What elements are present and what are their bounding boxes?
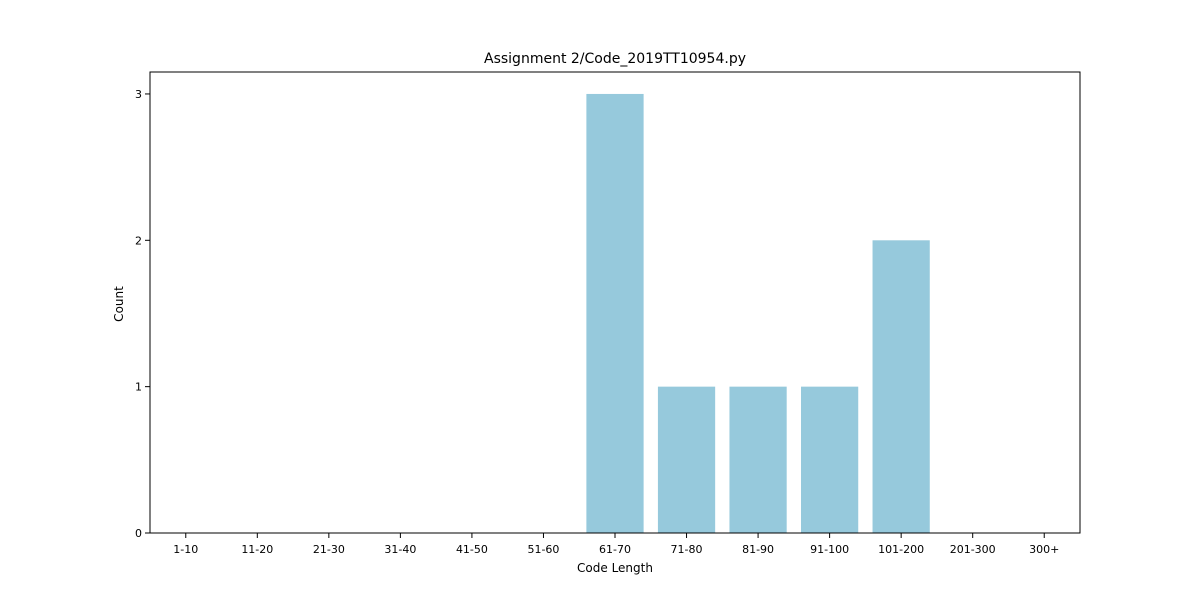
x-tick-label: 51-60 <box>527 543 559 556</box>
y-tick-label: 0 <box>135 527 142 540</box>
x-tick-label: 41-50 <box>456 543 488 556</box>
bar-91-100 <box>801 386 859 533</box>
x-axis-label: Code Length <box>577 561 653 575</box>
x-tick-label: 71-80 <box>671 543 703 556</box>
x-tick-label: 300+ <box>1029 543 1059 556</box>
x-tick-label: 31-40 <box>384 543 416 556</box>
bar-81-90 <box>729 386 787 533</box>
bar-71-80 <box>657 386 716 533</box>
x-tick-label: 91-100 <box>810 543 849 556</box>
chart-title: Assignment 2/Code_2019TT10954.py <box>484 51 746 67</box>
x-tick-label: 1-10 <box>173 543 198 556</box>
y-tick-label: 1 <box>135 381 142 394</box>
y-tick-label: 3 <box>135 88 142 101</box>
axis-layer: 0 1 2 3 1-10 11-20 21-30 31-40 41-50 51-60 61-70 71… <box>135 71 1081 556</box>
y-axis-label: Count <box>112 286 126 322</box>
x-tick-label: 101-200 <box>878 543 924 556</box>
x-tick-label: 11-20 <box>241 543 273 556</box>
x-tick-label: 201-300 <box>950 543 996 556</box>
x-tick-label: 81-90 <box>742 543 774 556</box>
bars-layer <box>586 93 930 534</box>
bar-61-70 <box>586 93 644 533</box>
x-tick-label: 61-70 <box>599 543 631 556</box>
y-tick-label: 2 <box>135 234 142 247</box>
bar-101-200 <box>872 240 930 534</box>
x-tick-label: 21-30 <box>313 543 345 556</box>
